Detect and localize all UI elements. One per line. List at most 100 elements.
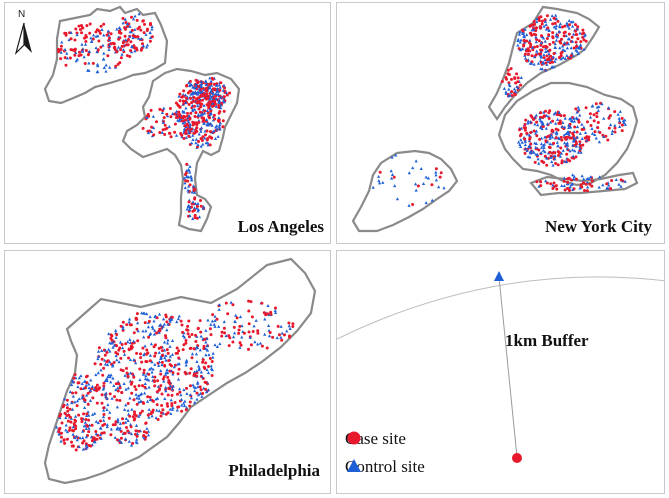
control-site-marker: [544, 27, 548, 31]
control-site-marker: [196, 201, 200, 205]
case-site-marker: [583, 189, 586, 192]
case-site-marker: [115, 50, 119, 54]
control-site-marker: [202, 121, 206, 125]
control-site-marker: [202, 103, 206, 107]
control-site-marker: [142, 335, 146, 339]
control-site-marker: [533, 55, 537, 59]
control-site-marker: [210, 123, 214, 127]
case-site-marker: [529, 142, 533, 146]
control-site-marker: [138, 393, 142, 397]
case-site-marker: [170, 402, 174, 406]
case-site-marker: [608, 114, 612, 118]
case-site-marker: [181, 348, 185, 352]
control-site-marker: [221, 99, 226, 103]
control-site-marker: [114, 354, 118, 358]
control-site-marker: [147, 385, 151, 389]
case-site-marker: [195, 126, 199, 130]
control-site-marker: [204, 340, 208, 344]
case-site-marker: [197, 100, 201, 104]
control-site-marker: [129, 432, 134, 436]
control-site-marker: [145, 115, 149, 119]
control-site-marker: [539, 142, 544, 146]
control-site-marker: [84, 413, 89, 417]
control-site-marker: [537, 184, 541, 188]
control-site-marker: [180, 403, 184, 407]
control-site-marker: [518, 40, 522, 44]
case-site-marker: [152, 399, 155, 403]
control-site-marker: [528, 120, 533, 124]
case-site-marker: [574, 33, 578, 37]
control-site-marker: [209, 322, 213, 326]
control-site-marker: [138, 399, 143, 403]
case-site-marker: [189, 128, 192, 132]
control-site-marker: [129, 443, 134, 447]
control-site-marker: [96, 371, 100, 375]
map-panel-philadelphia: Philadelphia: [4, 250, 331, 494]
case-site-marker: [576, 37, 580, 41]
control-site-marker: [256, 342, 260, 346]
control-site-marker: [224, 334, 228, 338]
control-site-marker: [164, 372, 168, 376]
control-site-marker: [555, 140, 559, 144]
control-site-marker: [217, 303, 222, 307]
city-label-philadelphia: Philadelphia: [228, 461, 320, 480]
control-site-marker: [162, 322, 166, 326]
case-site-marker: [203, 337, 207, 341]
control-site-marker: [238, 315, 243, 319]
case-site-marker: [199, 199, 202, 202]
control-site-marker: [155, 396, 160, 400]
control-site-marker: [263, 317, 267, 321]
case-site-marker: [120, 44, 124, 48]
control-site-marker: [199, 144, 203, 148]
case-site-marker: [159, 414, 163, 418]
case-site-marker: [544, 109, 547, 113]
case-site-marker: [162, 116, 166, 120]
case-site-marker: [546, 26, 550, 30]
case-site-marker: [76, 381, 80, 385]
control-site-marker: [213, 318, 217, 322]
control-site-marker: [521, 47, 525, 51]
control-site-marker: [192, 85, 196, 89]
case-site-marker: [100, 431, 104, 435]
control-site-marker: [570, 182, 574, 186]
case-site-marker: [203, 109, 207, 113]
control-site-marker: [185, 391, 189, 395]
control-site-marker: [193, 90, 197, 94]
control-site-marker: [151, 326, 155, 330]
case-site-marker: [210, 360, 214, 363]
case-site-marker: [149, 22, 152, 25]
case-site-marker: [553, 151, 557, 155]
control-site-marker: [533, 141, 537, 145]
control-site-marker: [556, 144, 560, 148]
case-site-marker: [155, 316, 159, 320]
case-site-marker: [141, 19, 145, 23]
control-site-marker: [215, 92, 219, 96]
case-site-marker: [189, 111, 193, 115]
case-site-marker: [127, 356, 130, 360]
control-site-marker: [610, 131, 614, 135]
control-site-marker: [193, 386, 198, 390]
case-site-marker: [69, 420, 73, 424]
control-site-marker: [148, 353, 152, 357]
control-site-marker: [528, 38, 532, 42]
control-site-marker: [543, 19, 547, 23]
control-site-marker: [191, 109, 195, 113]
case-site-marker: [145, 348, 149, 352]
control-site-marker: [164, 385, 168, 389]
case-site-marker: [568, 189, 571, 192]
case-site-marker: [514, 81, 518, 85]
control-site-marker: [148, 315, 152, 319]
case-site-marker: [262, 311, 266, 315]
control-site-marker: [160, 363, 164, 367]
case-site-marker: [203, 380, 207, 384]
case-site-marker: [57, 49, 61, 53]
case-site-marker: [158, 329, 162, 333]
case-site-marker: [142, 368, 146, 372]
case-site-marker: [210, 374, 214, 377]
control-site-marker: [196, 385, 200, 389]
control-site-marker: [266, 324, 271, 328]
case-site-marker: [142, 430, 146, 434]
control-site-marker: [96, 64, 100, 68]
case-site-marker: [153, 343, 157, 347]
control-site-marker: [159, 354, 163, 358]
